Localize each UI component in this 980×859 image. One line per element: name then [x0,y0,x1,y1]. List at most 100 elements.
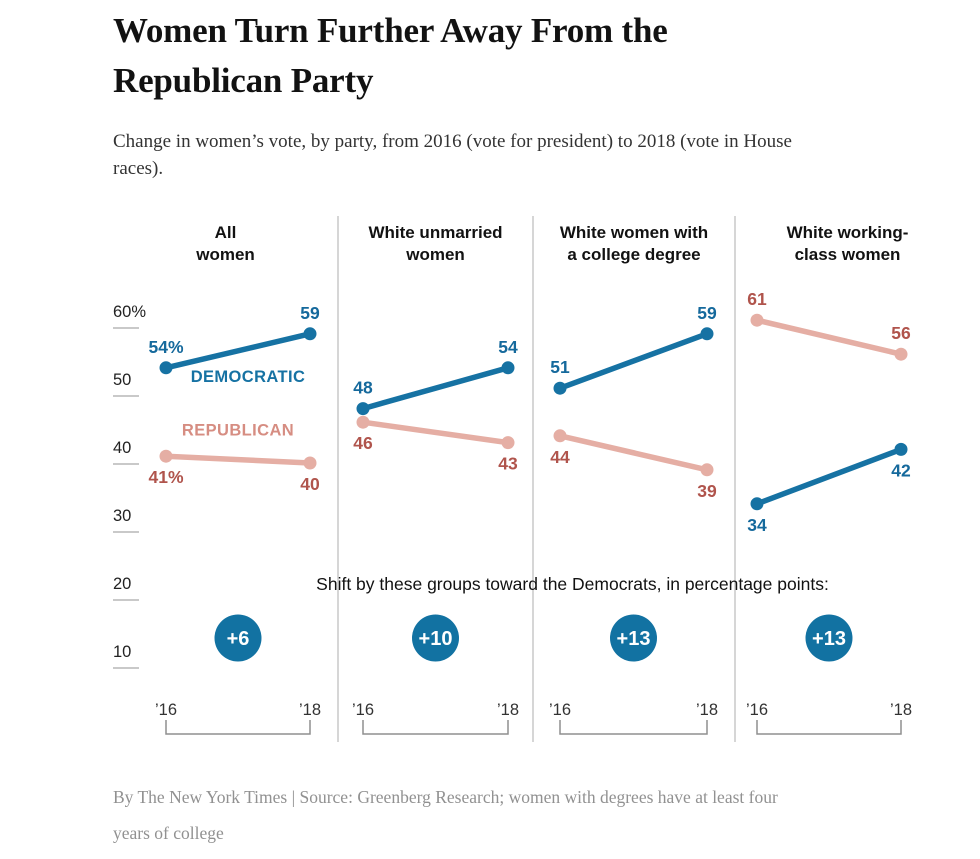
page-title-line1: Women Turn Further Away From the [113,11,668,50]
panel-title-line: women [196,245,255,264]
shift-badge [412,614,459,662]
legend-republican: REPUBLICAN [182,422,294,440]
republican-value-label: 39 [697,481,717,501]
chart-subtitle-line2: races). [113,158,164,179]
panel-title: All women [113,222,338,266]
shift-badge [805,614,853,662]
democratic-point [159,361,173,375]
x-axis-bracket [362,720,509,735]
panel-title: White women with a college degree [533,222,735,266]
chart-panel: White women with a college degree 44 39 51 59… [533,208,735,753]
democratic-value-label: 54 [498,337,518,357]
republican-value-label: 56 [891,323,911,343]
slope-chart: 60% 50 40 30 20 10 Shift by these groups towar… [113,208,960,753]
chart-panel: White unmarried women 46 43 48 54 +10 ’16 ’18 [338,208,533,753]
chart-line-republican [163,453,313,466]
x-axis-tick-label: ’16 [746,701,768,719]
panel-title-line: White working- [786,223,909,242]
y-axis-tick [113,531,139,533]
page-title: Women Turn Further Away From the Republi… [113,6,960,106]
x-axis-bracket [559,720,708,735]
y-axis-tick-label: 50 [113,371,132,389]
republican-value-label: 61 [747,289,767,309]
chart-subtitle-line1: Change in women’s vote, by party, from 2… [113,131,792,152]
chart-panel: All women 41% 40 54% 59 DEMOCRATIC REPUBLICAN +6… [113,208,338,753]
democratic-point [356,402,370,416]
democratic-point [553,381,567,395]
panel-title-line: class women [794,245,901,264]
shift-badge-value: +13 [617,628,651,650]
y-axis-tick [113,463,139,465]
republican-point [894,347,908,361]
chart-line-republican [754,317,904,357]
panel-title-line: White unmarried [368,223,503,242]
panel-chart-svg: 44 39 51 59 +13 ’16 ’18 [549,303,718,735]
chart-line-democratic [557,331,710,391]
chart-line-republican [360,419,511,446]
x-axis-tick-label: ’16 [155,701,177,719]
x-axis-tick-label: ’18 [497,701,519,719]
republican-point [303,456,317,470]
x-axis-tick-label: ’18 [299,701,321,719]
democratic-value-label: 54% [148,337,183,357]
democratic-point [894,442,908,456]
legend-democratic: DEMOCRATIC [191,368,306,386]
y-axis-tick-label: 30 [113,507,132,525]
y-axis-tick-label: 10 [113,643,132,661]
footer-credit-line1: By The New York Times | Source: Greenber… [113,787,778,807]
chart-line-republican [557,433,710,473]
x-axis-tick-label: ’18 [890,701,912,719]
chart-line-democratic [754,446,904,507]
panel-divider [337,216,339,742]
democratic-value-label: 59 [697,303,717,323]
shift-badge [610,614,657,662]
footer-credit-line2: years of college [113,823,224,843]
panel-chart-svg: 41% 40 54% 59 DEMOCRATIC REPUBLICAN +6 ’16 ’18 [148,303,321,735]
chart-line-democratic [360,365,511,412]
chart-line-democratic [163,331,313,371]
panel-title: White unmarried women [338,222,533,266]
democratic-value-label: 34 [747,515,767,535]
republican-value-label: 46 [353,433,373,453]
x-axis-bracket [756,720,902,735]
x-axis-tick-label: ’16 [352,701,374,719]
y-axis-tick [113,667,139,669]
panel-title-line: White women with [559,223,709,242]
shift-badge-value: +13 [812,628,846,650]
panel-title-line: a college degree [567,245,701,264]
democratic-value-label: 48 [353,378,373,398]
republican-point [700,463,714,477]
shift-badge-value: +6 [227,628,250,650]
republican-value-label: 41% [148,467,183,487]
shift-badge [214,614,262,662]
democratic-value-label: 42 [891,460,911,480]
x-axis-bracket [165,720,311,735]
panel-divider [734,216,736,742]
panel-title: White working-class women [735,222,960,266]
republican-value-label: 44 [550,447,570,467]
democratic-point [303,327,317,341]
panel-title-line: All [214,223,237,242]
y-axis-tick-label: 40 [113,439,132,457]
democratic-value-label: 51 [550,357,570,377]
x-axis-tick-label: ’16 [549,701,571,719]
panel-chart-svg: 61 56 34 42 +13 ’16 ’18 [746,289,912,735]
panel-title-line: women [406,245,465,264]
panel-divider [532,216,534,742]
y-axis-tick [113,395,139,397]
y-axis-tick-label: 60% [113,303,147,321]
democratic-value-label: 59 [300,303,320,323]
y-axis-tick-label: 20 [113,575,132,593]
republican-point [553,429,567,443]
y-axis-tick [113,599,139,601]
footer-credit: By The New York Times | Source: Greenber… [113,779,960,851]
panel-chart-svg: 46 43 48 54 +10 ’16 ’18 [352,337,519,735]
republican-value-label: 40 [300,474,320,494]
shift-note: Shift by these groups toward the Democra… [316,574,829,594]
y-axis-tick [113,327,139,329]
democratic-point [501,361,515,375]
republican-point [501,436,515,450]
democratic-point [700,327,714,341]
chart-subtitle: Change in women’s vote, by party, from 2… [113,128,960,182]
republican-point [356,415,370,429]
